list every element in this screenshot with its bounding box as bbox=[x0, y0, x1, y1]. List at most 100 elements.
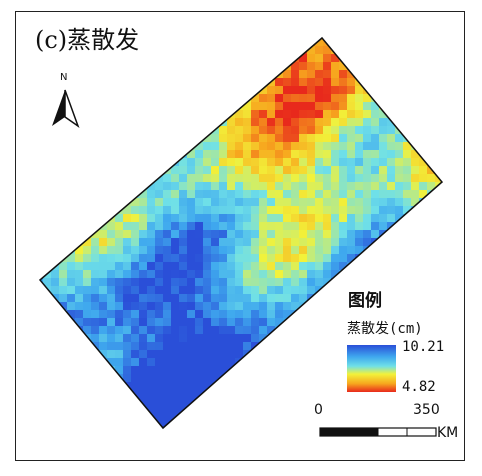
raster-cell bbox=[299, 62, 307, 70]
raster-cell bbox=[203, 86, 211, 94]
raster-cell bbox=[243, 318, 251, 326]
raster-cell bbox=[227, 382, 235, 390]
raster-cell bbox=[403, 310, 411, 318]
raster-cell bbox=[147, 246, 155, 254]
raster-cell bbox=[99, 118, 107, 126]
raster-cell bbox=[139, 174, 147, 182]
raster-cell bbox=[243, 190, 251, 198]
raster-cell bbox=[163, 310, 171, 318]
raster-cell bbox=[40, 262, 43, 270]
raster-cell bbox=[387, 166, 395, 174]
raster-cell bbox=[211, 38, 219, 46]
raster-cell bbox=[395, 230, 403, 238]
raster-cell bbox=[259, 246, 267, 254]
raster-cell bbox=[339, 46, 347, 54]
raster-cell bbox=[443, 254, 451, 262]
raster-cell bbox=[83, 278, 91, 286]
raster-cell bbox=[299, 142, 307, 150]
raster-cell bbox=[67, 326, 75, 334]
raster-cell bbox=[259, 262, 267, 270]
raster-cell bbox=[123, 310, 131, 318]
raster-cell bbox=[147, 166, 155, 174]
raster-cell bbox=[40, 230, 43, 238]
raster-cell bbox=[171, 102, 179, 110]
raster-cell bbox=[291, 342, 299, 350]
raster-cell bbox=[51, 190, 59, 198]
raster-cell bbox=[179, 342, 187, 350]
raster-cell bbox=[363, 182, 371, 190]
raster-cell bbox=[171, 286, 179, 294]
raster-cell bbox=[267, 310, 275, 318]
raster-cell bbox=[371, 158, 379, 166]
raster-cell bbox=[147, 30, 155, 38]
raster-cell bbox=[40, 366, 43, 374]
raster-cell bbox=[235, 310, 243, 318]
raster-cell bbox=[339, 198, 347, 206]
raster-cell bbox=[395, 366, 403, 374]
raster-cell bbox=[195, 366, 203, 374]
raster-cell bbox=[323, 150, 331, 158]
raster-cell bbox=[387, 126, 395, 134]
raster-cell bbox=[139, 374, 147, 382]
raster-cell bbox=[99, 278, 107, 286]
raster-cell bbox=[259, 46, 267, 54]
raster-cell bbox=[107, 206, 115, 214]
raster-cell bbox=[443, 70, 451, 78]
raster-cell bbox=[219, 390, 227, 398]
raster-cell bbox=[51, 238, 59, 246]
raster-cell bbox=[251, 254, 259, 262]
raster-cell bbox=[203, 398, 211, 406]
raster-cell bbox=[403, 246, 411, 254]
raster-cell bbox=[307, 134, 315, 142]
raster-cell bbox=[283, 102, 291, 110]
raster-cell bbox=[227, 246, 235, 254]
raster-cell bbox=[323, 406, 331, 414]
raster-cell bbox=[99, 102, 107, 110]
raster-cell bbox=[91, 94, 99, 102]
raster-cell bbox=[307, 166, 315, 174]
raster-cell bbox=[427, 214, 435, 222]
raster-cell bbox=[243, 262, 251, 270]
raster-cell bbox=[91, 294, 99, 302]
raster-cell bbox=[299, 374, 307, 382]
raster-cell bbox=[147, 62, 155, 70]
raster-cell bbox=[283, 182, 291, 190]
raster-cell bbox=[227, 302, 235, 310]
raster-cell bbox=[243, 110, 251, 118]
raster-cell bbox=[267, 46, 275, 54]
raster-cell bbox=[299, 94, 307, 102]
raster-cell bbox=[403, 118, 411, 126]
legend-color-ramp bbox=[347, 345, 396, 392]
raster-cell bbox=[43, 390, 51, 398]
raster-cell bbox=[419, 230, 427, 238]
raster-cell bbox=[147, 430, 155, 438]
raster-cell bbox=[115, 166, 123, 174]
raster-cell bbox=[323, 414, 331, 422]
raster-cell bbox=[243, 294, 251, 302]
raster-cell bbox=[187, 190, 195, 198]
raster-cell bbox=[355, 262, 363, 270]
raster-cell bbox=[115, 190, 123, 198]
raster-cell bbox=[40, 118, 43, 126]
raster-cell bbox=[195, 222, 203, 230]
raster-cell bbox=[179, 126, 187, 134]
raster-cell bbox=[427, 254, 435, 262]
raster-cell bbox=[339, 70, 347, 78]
raster-cell bbox=[331, 94, 339, 102]
raster-cell bbox=[131, 414, 139, 422]
raster-cell bbox=[59, 302, 67, 310]
raster-cell bbox=[59, 406, 67, 414]
raster-cell bbox=[363, 174, 371, 182]
raster-cell bbox=[171, 246, 179, 254]
raster-cell bbox=[283, 326, 291, 334]
raster-cell bbox=[275, 366, 283, 374]
raster-cell bbox=[387, 118, 395, 126]
raster-cell bbox=[203, 374, 211, 382]
raster-cell bbox=[395, 94, 403, 102]
raster-cell bbox=[251, 174, 259, 182]
raster-cell bbox=[251, 134, 259, 142]
raster-cell bbox=[227, 254, 235, 262]
raster-cell bbox=[139, 46, 147, 54]
raster-cell bbox=[323, 390, 331, 398]
raster-cell bbox=[59, 398, 67, 406]
